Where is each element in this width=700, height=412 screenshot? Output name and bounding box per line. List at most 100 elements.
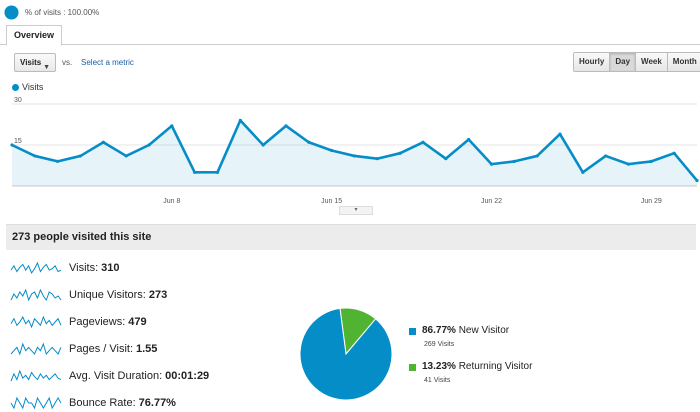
y-tick-label: 30 (14, 97, 22, 104)
data-point[interactable] (375, 157, 379, 161)
metric-value: 479 (128, 316, 147, 328)
pie-slice-name: New Visitor (458, 325, 510, 336)
x-tick-label: Jun 29 (641, 198, 662, 205)
data-point[interactable] (352, 154, 357, 158)
metric-value: 273 (148, 289, 168, 301)
metric-row-pageviews[interactable]: Pageviews: 479 (10, 311, 300, 333)
metric-label: Unique Visitors: (69, 289, 146, 301)
chart-resize-handle[interactable]: ▾ (339, 206, 373, 215)
data-point[interactable] (444, 157, 448, 161)
tab-bar: Overview (0, 25, 700, 46)
x-tick-label: Jun 15 (321, 198, 342, 205)
metric-row-visits[interactable]: Visits: 310 (10, 257, 300, 279)
metric-label: Pageviews: (69, 316, 126, 328)
data-point[interactable] (535, 154, 539, 158)
y-tick-label: 15 (14, 138, 22, 145)
visitor-type-pie-chart[interactable] (298, 306, 394, 402)
tab-overview[interactable]: Overview (6, 25, 63, 46)
sparkline-path (10, 288, 62, 302)
sparkline-path (10, 396, 62, 410)
metric-dropdown[interactable]: Visits ▼ (14, 53, 56, 72)
metric-row-avg-visit-duration[interactable]: Avg. Visit Duration: 00:01:29 (10, 365, 300, 387)
day-button[interactable]: Day (609, 53, 636, 71)
pie-slice-visits: 269 Visits (424, 341, 455, 348)
data-point[interactable] (284, 124, 288, 128)
metric-label: Pages / Visit: (69, 343, 133, 355)
legend-dot-icon (12, 83, 19, 91)
legend-series-name: Visits (22, 82, 44, 92)
metric-value: 76.77% (138, 397, 176, 409)
metric-value: 310 (101, 262, 120, 274)
metric-row-pages-per-visit[interactable]: Pages / Visit: 1.55 (10, 338, 300, 360)
sparkline-icon (10, 369, 62, 382)
data-point[interactable] (215, 170, 220, 174)
data-point[interactable] (78, 154, 83, 158)
data-point[interactable] (193, 170, 197, 174)
data-point[interactable] (421, 140, 425, 144)
metric-label: Visits: (69, 262, 99, 274)
pie-legend-label: 13.23% Returning Visitor (422, 361, 532, 372)
data-point[interactable] (170, 124, 174, 128)
hourly-button[interactable]: Hourly (574, 53, 610, 71)
vs-label: vs. (62, 58, 73, 67)
sparkline-icon (10, 288, 62, 302)
granularity-toggle: Hourly Day Week Month (573, 52, 700, 72)
month-button[interactable]: Month (666, 53, 700, 71)
metric-label: Avg. Visit Duration: (69, 370, 163, 382)
series-area (12, 120, 697, 186)
data-point[interactable] (581, 170, 585, 174)
data-point[interactable] (33, 154, 37, 158)
sparkline-icon (10, 396, 62, 410)
metric-row-unique-visitors[interactable]: Unique Visitors: 273 (10, 284, 300, 306)
returning-visitor-swatch (409, 364, 416, 371)
data-point[interactable] (558, 132, 562, 136)
data-point[interactable] (261, 143, 265, 147)
pie-slice-name: Returning Visitor (458, 361, 533, 372)
data-point[interactable] (604, 154, 608, 158)
data-point[interactable] (626, 162, 631, 166)
data-point[interactable] (649, 159, 653, 163)
new-visitor-slice[interactable] (299, 307, 393, 401)
summary-title: 273 people visited this site (12, 231, 152, 243)
data-point[interactable] (467, 137, 471, 142)
data-point[interactable] (695, 178, 699, 183)
chart-legend: Visits (12, 82, 43, 92)
data-point[interactable] (124, 154, 128, 158)
data-point[interactable] (10, 143, 14, 147)
data-point[interactable] (238, 118, 242, 122)
metric-label: Bounce Rate: (69, 397, 136, 409)
data-point[interactable] (56, 159, 60, 163)
sparkline-icon (10, 261, 62, 275)
metric-dropdown-label: Visits (20, 58, 42, 67)
x-tick-label: Jun 22 (481, 198, 502, 205)
metric-value: 00:01:29 (165, 370, 210, 382)
week-button[interactable]: Week (635, 53, 667, 71)
sparkline-path (10, 369, 62, 382)
pie-percent: 86.77% (422, 325, 456, 336)
x-tick-label: Jun 8 (163, 198, 180, 205)
select-a-metric-link[interactable]: Select a metric (81, 58, 134, 67)
summary-header: 273 people visited this site (6, 224, 696, 250)
chart-controls: Visits ▼ vs. Select a metric Hourly Day … (0, 52, 700, 74)
sparkline-icon (10, 342, 62, 356)
data-point[interactable] (672, 151, 676, 155)
sparkline-path (10, 342, 62, 356)
chevron-down-icon: ▼ (43, 64, 50, 71)
pie-legend-label: 86.77% New Visitor (422, 325, 509, 336)
data-point[interactable] (147, 143, 151, 147)
percent-of-visits-header: % of visits : 100.00% (4, 4, 99, 20)
data-point[interactable] (489, 162, 494, 166)
data-point[interactable] (307, 140, 311, 144)
percent-of-visits-text: % of visits : 100.00% (25, 7, 100, 17)
sparkline-path (10, 315, 62, 329)
visits-line-chart[interactable]: 30 15 Jun 8 Jun 15 Jun 22 Jun 29 (0, 96, 700, 208)
sparkline-path (10, 261, 62, 275)
data-point[interactable] (398, 151, 402, 155)
data-point[interactable] (512, 159, 516, 163)
pie-percent: 13.23% (422, 361, 456, 372)
data-point[interactable] (101, 140, 105, 144)
data-point[interactable] (330, 148, 334, 153)
metric-row-bounce-rate[interactable]: Bounce Rate: 76.77% (10, 392, 300, 412)
pie-segment-icon (4, 4, 19, 20)
pie-slice-visits: 41 Visits (424, 377, 451, 384)
